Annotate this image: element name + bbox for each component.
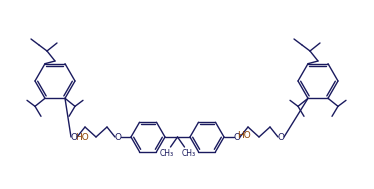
Text: HO: HO: [237, 132, 251, 140]
Text: CH₃: CH₃: [181, 149, 196, 159]
Text: O: O: [278, 132, 285, 142]
Text: HO: HO: [75, 133, 89, 143]
Text: O: O: [71, 132, 77, 142]
Text: O: O: [114, 132, 122, 142]
Text: CH₃: CH₃: [159, 149, 174, 159]
Text: O: O: [233, 132, 240, 142]
